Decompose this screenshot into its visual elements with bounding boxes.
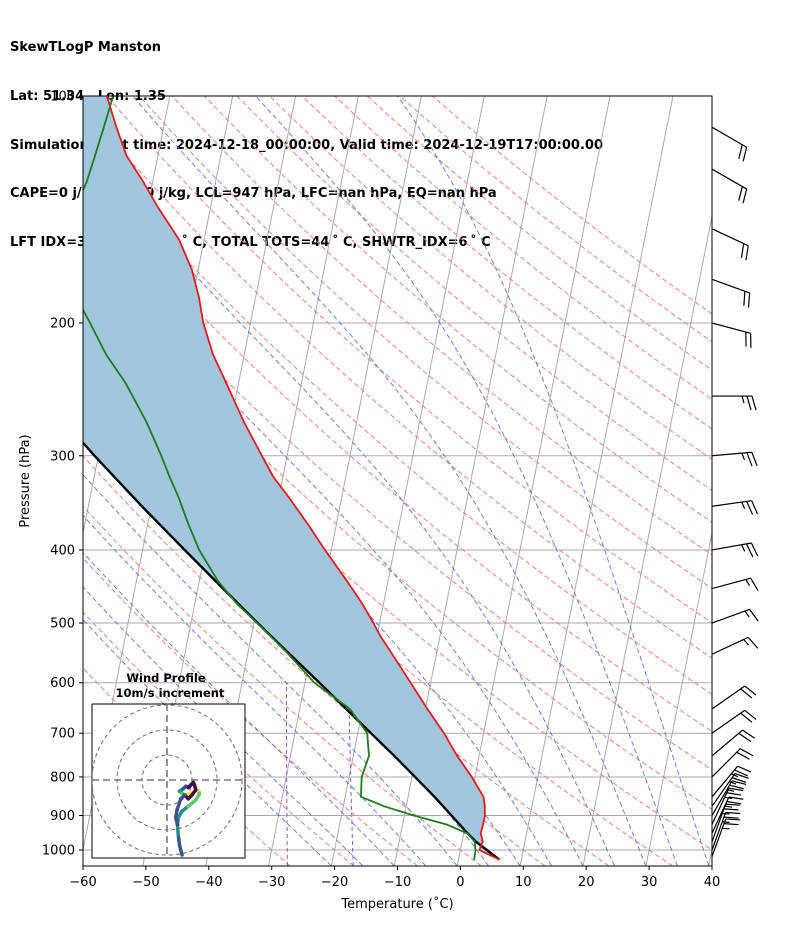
mixing-ratio-line [348, 682, 354, 866]
x-tick-label: 30 [641, 875, 658, 890]
wind-barb [711, 780, 747, 816]
y-tick-label: 200 [50, 316, 75, 331]
wind-barb [711, 765, 752, 798]
moist-adiabat [83, 514, 427, 866]
x-tick-label: −30 [258, 875, 285, 890]
mixing-ratio-line [286, 682, 288, 866]
wind-barb [711, 278, 751, 308]
y-tick-label: 300 [50, 449, 75, 464]
wind-barb [711, 685, 757, 710]
moist-adiabat [255, 96, 678, 866]
wind-barb [711, 126, 748, 162]
dry-adiabat [83, 505, 482, 866]
y-tick-label: 900 [50, 809, 75, 824]
dry-adiabat [83, 105, 712, 659]
isotherm-gridline [456, 96, 611, 866]
temperature-profile-line [106, 96, 500, 861]
moist-adiabat [83, 586, 364, 866]
moist-adiabat [83, 551, 395, 866]
y-tick-label: 800 [50, 770, 75, 785]
moist-adiabat [132, 96, 647, 866]
y-tick-label: 400 [50, 543, 75, 558]
y-tick-label: 500 [50, 617, 75, 632]
dry-adiabat [83, 270, 712, 810]
y-tick-label: 600 [50, 676, 75, 691]
parcel-profile-line [83, 441, 501, 861]
dry-adiabat [83, 557, 418, 866]
isotherm-gridline [708, 847, 712, 866]
dewpoint-profile-line [83, 96, 477, 860]
wind-barb [711, 322, 752, 348]
wind-barb [711, 796, 744, 834]
y-axis-label: Pressure (hPa) [18, 434, 33, 527]
chart-title: SkewTLogP Manston [10, 40, 162, 56]
x-tick-label: 10 [515, 875, 532, 890]
wind-barb [711, 811, 741, 851]
y-tick-label: 100 [50, 90, 75, 105]
wind-barb [711, 451, 758, 467]
wind-barb [712, 395, 757, 411]
dry-adiabat [139, 96, 712, 590]
dry-adiabat [301, 96, 712, 430]
dry-adiabat [83, 227, 712, 771]
hodograph-segment [174, 815, 180, 827]
isotherm-gridline [645, 530, 712, 866]
isotherm-gridline [330, 96, 485, 866]
dry-adiabat [106, 96, 712, 624]
dry-adiabat [269, 96, 712, 460]
cin-shaded-area [83, 96, 500, 860]
wind-barb [711, 500, 759, 515]
x-tick-label: −20 [321, 875, 348, 890]
y-tick-label: 1000 [42, 844, 75, 859]
wind-barb [711, 577, 759, 591]
moist-adiabat [397, 96, 710, 866]
wind-barb [711, 608, 759, 624]
wind-barb [711, 729, 756, 757]
x-tick-label: −40 [195, 875, 222, 890]
y-tick-label: 700 [50, 727, 75, 742]
x-tick-label: −10 [384, 875, 411, 890]
isotherm-gridline [582, 213, 712, 866]
moist-adiabat [83, 147, 615, 866]
dry-adiabat [204, 96, 712, 523]
moist-adiabat [83, 618, 332, 866]
x-axis-label: Temperature (˚C) [340, 896, 453, 912]
wind-barb [711, 709, 757, 734]
wind-barb [711, 636, 759, 655]
wind-barb [711, 228, 749, 261]
hodograph-frame [91, 703, 246, 859]
hodograph-title: Wind Profile [126, 671, 206, 685]
wind-barb [711, 818, 741, 857]
hodograph-subtitle: 10m/s increment [116, 686, 225, 700]
x-tick-label: −50 [132, 875, 159, 890]
isotherm-gridline [519, 96, 674, 866]
x-tick-label: 40 [704, 875, 721, 890]
wind-barb [711, 787, 744, 825]
dry-adiabat [83, 611, 355, 866]
wind-barb [711, 748, 754, 778]
isotherm-gridline [268, 96, 422, 866]
hodograph-segment [175, 797, 183, 812]
wind-barb [711, 542, 759, 558]
wind-barb [711, 772, 749, 807]
x-tick-label: −60 [69, 875, 96, 890]
isotherm-gridline [772, 96, 794, 866]
dry-adiabat [432, 96, 712, 315]
x-tick-label: 20 [578, 875, 595, 890]
wind-barb [711, 803, 741, 842]
x-tick-label: 0 [456, 875, 464, 890]
wind-barb [711, 168, 748, 204]
dry-adiabat [236, 96, 712, 492]
